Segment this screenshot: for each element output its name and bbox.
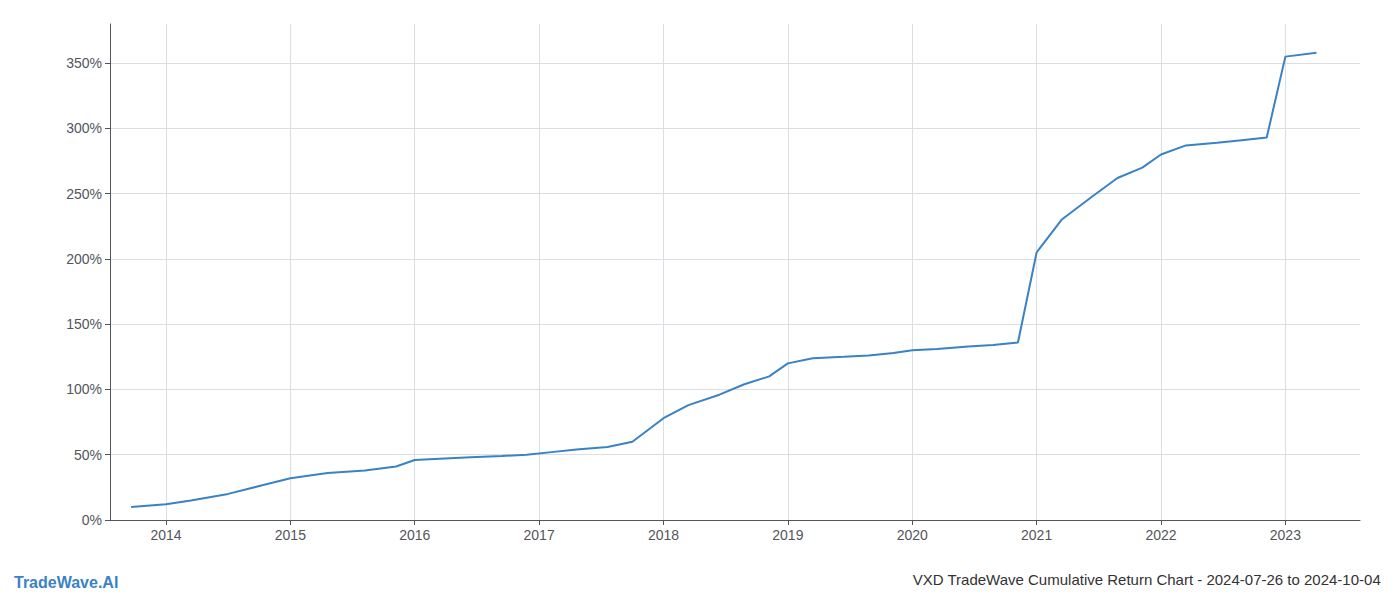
- svg-text:200%: 200%: [66, 251, 102, 267]
- svg-text:2018: 2018: [648, 527, 679, 543]
- svg-text:300%: 300%: [66, 120, 102, 136]
- svg-text:2014: 2014: [150, 527, 181, 543]
- svg-text:350%: 350%: [66, 55, 102, 71]
- svg-text:2020: 2020: [897, 527, 928, 543]
- svg-text:2017: 2017: [524, 527, 555, 543]
- svg-text:2019: 2019: [772, 527, 803, 543]
- svg-text:2023: 2023: [1270, 527, 1301, 543]
- svg-text:100%: 100%: [66, 381, 102, 397]
- svg-text:2016: 2016: [399, 527, 430, 543]
- svg-text:150%: 150%: [66, 316, 102, 332]
- svg-text:50%: 50%: [74, 447, 102, 463]
- svg-text:TradeWave.AI: TradeWave.AI: [14, 574, 118, 591]
- svg-text:VXD TradeWave Cumulative Retur: VXD TradeWave Cumulative Return Chart - …: [913, 571, 1381, 588]
- svg-text:2015: 2015: [275, 527, 306, 543]
- svg-text:2021: 2021: [1021, 527, 1052, 543]
- svg-text:250%: 250%: [66, 186, 102, 202]
- svg-text:0%: 0%: [82, 512, 102, 528]
- svg-text:2022: 2022: [1145, 527, 1176, 543]
